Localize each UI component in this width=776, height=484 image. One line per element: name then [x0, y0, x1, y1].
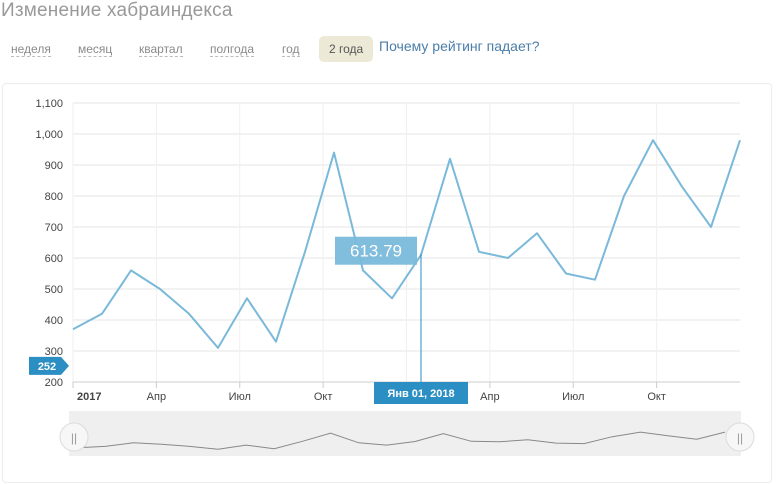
period-selector: неделя месяц квартал полгода год 2 года [0, 34, 776, 62]
period-month[interactable]: месяц [78, 42, 113, 57]
navigator[interactable]: || || [59, 411, 755, 456]
y-marker: 252 [29, 356, 69, 375]
crosshair-value-box [335, 236, 417, 265]
crosshair: 613.79 Янв 01, 2018 [335, 236, 468, 404]
navigator-left-handle[interactable]: || [59, 422, 89, 452]
period-year[interactable]: год [282, 42, 300, 57]
period-two-years[interactable]: 2 года [319, 36, 374, 62]
series-line [72, 139, 741, 349]
x-tick-label: Окт [314, 391, 333, 403]
y-marker-shape [29, 356, 69, 375]
navigator-line [76, 431, 726, 450]
y-tick-label: 1,100 [35, 98, 63, 110]
y-tick-label: 800 [45, 191, 63, 203]
y-axis: 1,100 1,000 900 800 700 600 500 400 300 200 [35, 98, 63, 389]
period-quarter[interactable]: квартал [139, 42, 183, 57]
y-tick-label: 300 [45, 346, 63, 358]
habraindex-chart: 1,100 1,000 900 800 700 600 500 400 300 200 2017 А… [29, 98, 755, 456]
x-tick-label: Апр [147, 391, 166, 403]
y-tick-label: 900 [45, 160, 63, 172]
y-tick-label: 1,000 [35, 129, 63, 141]
chart-panel: 1,100 1,000 900 800 700 600 500 400 300 200 2017 А… [2, 83, 772, 483]
x-tick-label: Июл [562, 391, 584, 403]
period-halfyear[interactable]: полгода [210, 42, 255, 57]
navigator-left-handle-glyph: || [71, 431, 77, 445]
navigator-right-handle-glyph: || [737, 431, 743, 445]
y-tick-label: 400 [45, 315, 63, 327]
crosshair-date-box [374, 382, 468, 404]
crosshair-value: 613.79 [350, 242, 402, 261]
crosshair-date: Янв 01, 2018 [387, 388, 454, 400]
y-tick-label: 600 [45, 253, 63, 265]
page-title: Изменение хабраиндекса [1, 0, 233, 21]
x-tick-label: Окт [647, 391, 666, 403]
y-tick-label: 700 [45, 222, 63, 234]
why-rating-falls-link[interactable]: Почему рейтинг падает? [379, 38, 540, 54]
period-week[interactable]: неделя [11, 42, 51, 57]
navigator-right-handle[interactable]: || [725, 422, 755, 452]
navigator-background [69, 411, 741, 456]
y-tick-label: 500 [45, 284, 63, 296]
x-tick-label: Июл [229, 391, 251, 403]
x-tick-label: Апр [480, 391, 499, 403]
y-marker-value: 252 [38, 361, 56, 373]
x-tick-label: 2017 [77, 391, 101, 403]
y-tick-label: 200 [45, 377, 63, 389]
